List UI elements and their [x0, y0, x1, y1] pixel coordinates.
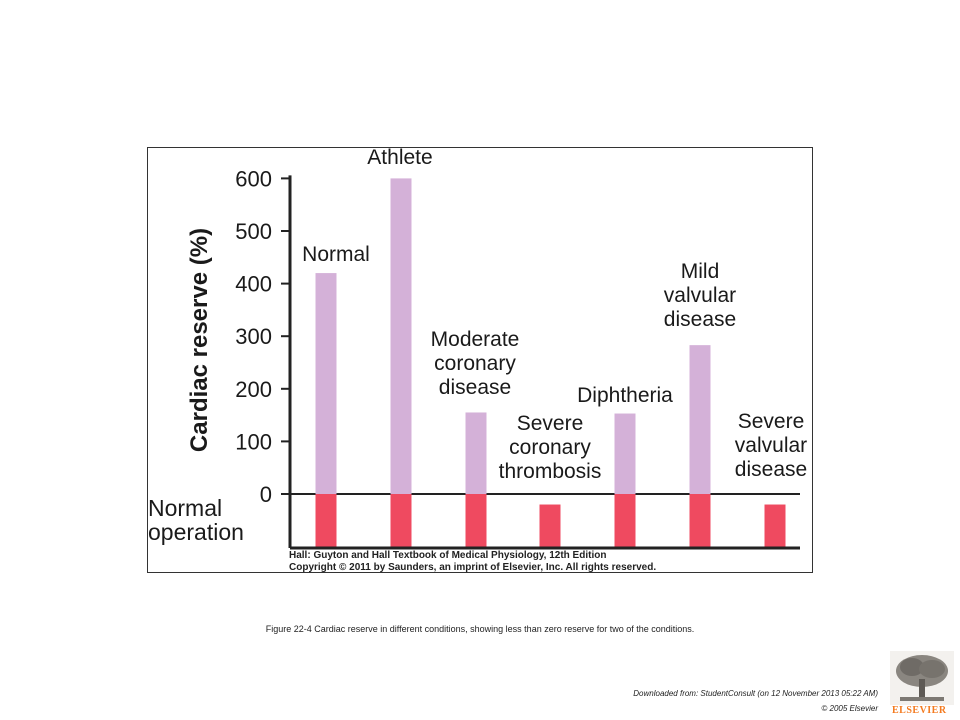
baseline-bar-3 [539, 504, 561, 547]
y-tick-label-5: 500 [235, 219, 272, 244]
category-label: Normal [302, 243, 370, 266]
download-note: Downloaded from: StudentConsult (on 12 N… [633, 689, 878, 698]
category-label: Severe coronary thrombosis [498, 412, 602, 483]
category-label: Severe valvular disease [734, 410, 808, 481]
figure-credit: Hall: Guyton and Hall Textbook of Medica… [289, 550, 656, 574]
baseline-bar-2 [465, 494, 487, 547]
baseline-bar-6 [764, 504, 786, 547]
reserve-bar-1 [390, 178, 412, 494]
copyright-note: © 2005 Elsevier [821, 704, 878, 713]
baseline-bar-5 [689, 494, 711, 547]
category-label: Moderate coronary disease [430, 328, 520, 399]
y-tick-label-4: 400 [235, 272, 272, 297]
category-label: Mild valvular disease [663, 260, 737, 331]
y-tick-label-6: 600 [235, 166, 272, 191]
reserve-bar-4 [614, 413, 636, 494]
baseline-bar-1 [390, 494, 412, 547]
tree-icon [890, 651, 954, 705]
y-tick-label-2: 200 [235, 377, 272, 402]
reserve-bar-2 [465, 412, 487, 494]
y-tick-label-1: 100 [235, 429, 272, 454]
elsevier-logo-text: ELSEVIER [892, 705, 947, 716]
category-label: Athlete [367, 146, 433, 169]
y-axis-label: Cardiac reserve (%) [186, 227, 213, 453]
credit-line-2: Copyright © 2011 by Saunders, an imprint… [289, 562, 657, 573]
baseline-label: Normal operation [148, 495, 244, 545]
baseline-bar-0 [315, 494, 337, 547]
credit-line-1: Hall: Guyton and Hall Textbook of Medica… [289, 550, 607, 561]
y-tick-label-0: 0 [260, 482, 272, 507]
elsevier-logo: ELSEVIER [890, 651, 954, 717]
reserve-bar-5 [689, 345, 711, 494]
y-tick-label-3: 300 [235, 324, 272, 349]
baseline-bar-4 [614, 494, 636, 547]
reserve-bar-0 [315, 273, 337, 494]
figure-caption: Figure 22-4 Cardiac reserve in different… [265, 624, 695, 634]
category-label: Diphtheria [577, 384, 673, 407]
